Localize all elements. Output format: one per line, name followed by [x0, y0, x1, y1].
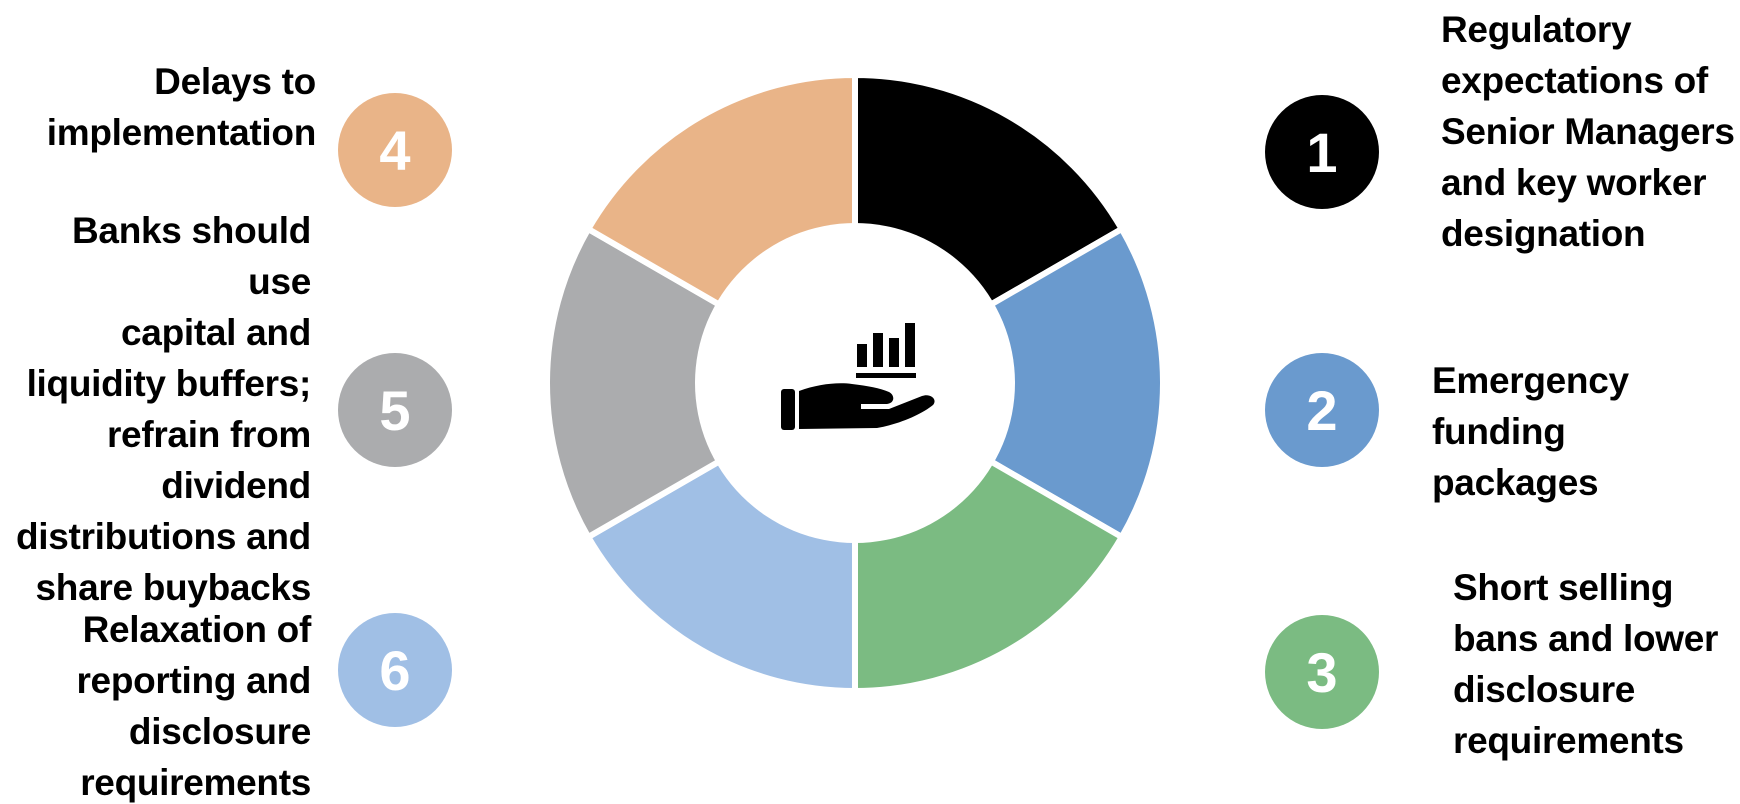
number-text-6: 6: [379, 639, 410, 702]
label-2: Emergency funding packages: [1432, 360, 1629, 503]
number-circles: 1 2 3 4 5 6: [338, 93, 1379, 729]
number-circle-4: [338, 93, 452, 207]
number-badge-6: 6: [338, 613, 452, 727]
label-5: Banks should use capital and liquidity b…: [15, 210, 311, 608]
number-badge-5: 5: [338, 353, 452, 467]
number-text-1: 1: [1306, 121, 1337, 184]
number-badge-4: 4: [338, 93, 452, 207]
donut-hole: [695, 223, 1015, 543]
number-circle-1: [1265, 95, 1379, 209]
number-circle-2: [1265, 353, 1379, 467]
number-circle-6: [338, 613, 452, 727]
number-text-5: 5: [379, 379, 410, 442]
label-4: Delays to implementation: [46, 61, 317, 153]
number-text-3: 3: [1306, 641, 1337, 704]
label-3: Short selling bans and lower disclosure …: [1453, 567, 1719, 761]
hand-holding-bar-chart-icon: [781, 323, 935, 430]
number-badge-3: 3: [1265, 615, 1379, 729]
label-6: Relaxation of reporting and disclosure r…: [76, 609, 311, 803]
number-circle-5: [338, 353, 452, 467]
number-text-2: 2: [1306, 379, 1337, 442]
number-badge-1: 1: [1265, 95, 1379, 209]
label-1: Regulatory expectations of Senior Manage…: [1441, 9, 1735, 254]
number-circle-3: [1265, 615, 1379, 729]
number-text-4: 4: [379, 119, 410, 182]
number-badge-2: 2: [1265, 353, 1379, 467]
